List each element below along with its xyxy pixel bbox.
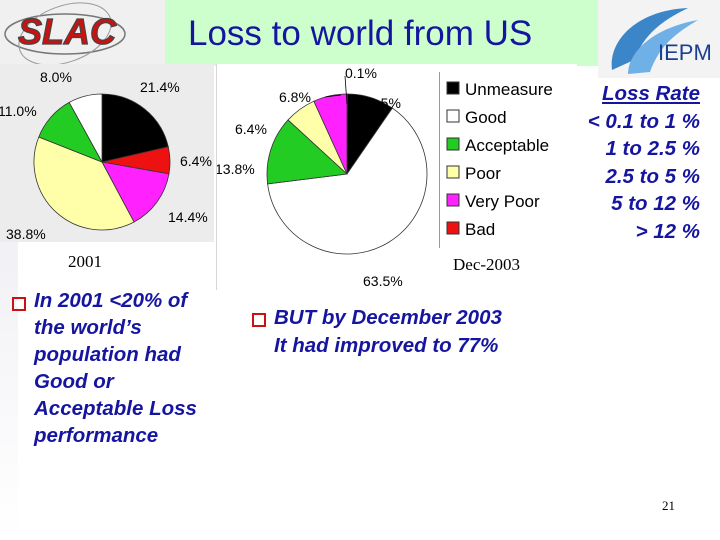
legend-label: Very Poor xyxy=(465,192,540,211)
bullet-left-line: the world’s xyxy=(34,316,142,339)
pie-chart-2003: 9.5% 63.5% 13.8% 6.4% 6.8% 0.1% Unmeasur… xyxy=(215,65,553,289)
pie-2001-label-unmeasure: 21.4% xyxy=(140,79,180,95)
pie-2001-label-acceptable: 11.0% xyxy=(0,103,37,119)
bullet-right: BUT by December 2003 It had improved to … xyxy=(274,304,502,360)
pie-2001-label-good: 8.0% xyxy=(40,69,72,85)
bullet-left-line: performance xyxy=(34,424,159,447)
pie-2003-label-bad: 0.1% xyxy=(345,65,377,81)
legend-label: Good xyxy=(465,108,507,127)
pie-2001-slice-poor xyxy=(33,136,135,231)
bullet-left-line: Acceptable Loss xyxy=(34,397,197,420)
loss-rate-row: 2.5 to 5 % xyxy=(605,164,700,188)
pie-2003-label-good: 63.5% xyxy=(363,273,403,289)
bullet-left: In 2001 <20% of the world’s population h… xyxy=(34,287,197,449)
legend-swatch xyxy=(446,137,460,151)
title-box xyxy=(165,0,598,66)
loss-rate-table: Loss Rate < 0.1 to 1 % 1 to 2.5 % 2.5 to… xyxy=(588,80,700,246)
pie-2003-label-verypoor: 6.8% xyxy=(279,89,311,105)
pie-2003-label-unmeasure: 9.5% xyxy=(369,95,401,111)
pie-2001-slice-very-poor xyxy=(101,161,170,223)
chart-2003-title: Dec-2003 xyxy=(453,255,520,274)
loss-rate-row: > 12 % xyxy=(635,219,700,243)
pie-2003-label-poor: 6.4% xyxy=(235,121,267,137)
pie-chart-2001: 21.4% 8.0% 11.0% 38.8% 14.4% 6.4% xyxy=(0,69,212,242)
pie-2003-slice-very-poor xyxy=(313,93,348,175)
iepm-logo: IEPM xyxy=(598,0,720,78)
bullet-left-line: In 2001 <20% of xyxy=(34,289,188,312)
bullet-checkbox-icon xyxy=(252,313,266,327)
iepm-logo-text: IEPM xyxy=(658,40,712,65)
loss-rate-row: 1 to 2.5 % xyxy=(605,137,700,161)
bullet-right-line: BUT by December 2003 xyxy=(274,306,502,329)
slide-title: Loss to world from US xyxy=(188,14,533,53)
pie-2003-slice-acceptable xyxy=(266,119,348,185)
pie-2001-label-bad: 6.4% xyxy=(180,153,212,169)
chart-2001-title: 2001 xyxy=(68,252,102,271)
legend-swatch xyxy=(446,193,460,207)
legend-label: Unmeasure xyxy=(465,80,553,99)
bullet-checkbox-icon xyxy=(12,297,26,311)
chart-2001-panel: 21.4% 8.0% 11.0% 38.8% 14.4% 6.4% xyxy=(0,64,214,242)
slac-logo: SLAC xyxy=(0,0,165,66)
pie-2003-label-acceptable: 13.8% xyxy=(217,161,255,177)
legend-label: Acceptable xyxy=(465,136,549,155)
loss-rate-row: < 0.1 to 1 % xyxy=(587,109,700,133)
legend-swatch xyxy=(446,81,460,95)
legend-label: Poor xyxy=(465,164,501,183)
bullet-right-line: It had improved to 77% xyxy=(274,334,499,357)
page-number: 21 xyxy=(662,498,675,513)
pie-2001-label-poor: 38.8% xyxy=(6,226,46,242)
legend-swatch xyxy=(446,221,460,235)
slac-logo-text: SLAC xyxy=(18,11,117,52)
bullet-left-line: population had xyxy=(34,343,181,366)
loss-rate-header: Loss Rate xyxy=(602,82,700,105)
pie-2003-slice-good xyxy=(267,107,428,255)
bullet-left-line: Good or xyxy=(34,370,114,393)
loss-rate-row: 5 to 12 % xyxy=(611,192,700,216)
legend-swatch xyxy=(446,109,460,123)
legend-label: Bad xyxy=(465,220,495,239)
legend-swatch xyxy=(446,165,460,179)
pie-2001-slice-unmeasure xyxy=(101,93,169,163)
pie-2001-label-verypoor: 14.4% xyxy=(168,209,208,225)
chart-2003-panel: 9.5% 63.5% 13.8% 6.4% 6.8% 0.1% Unmeasur… xyxy=(215,64,577,290)
pie-2001-slice-good xyxy=(68,93,103,163)
